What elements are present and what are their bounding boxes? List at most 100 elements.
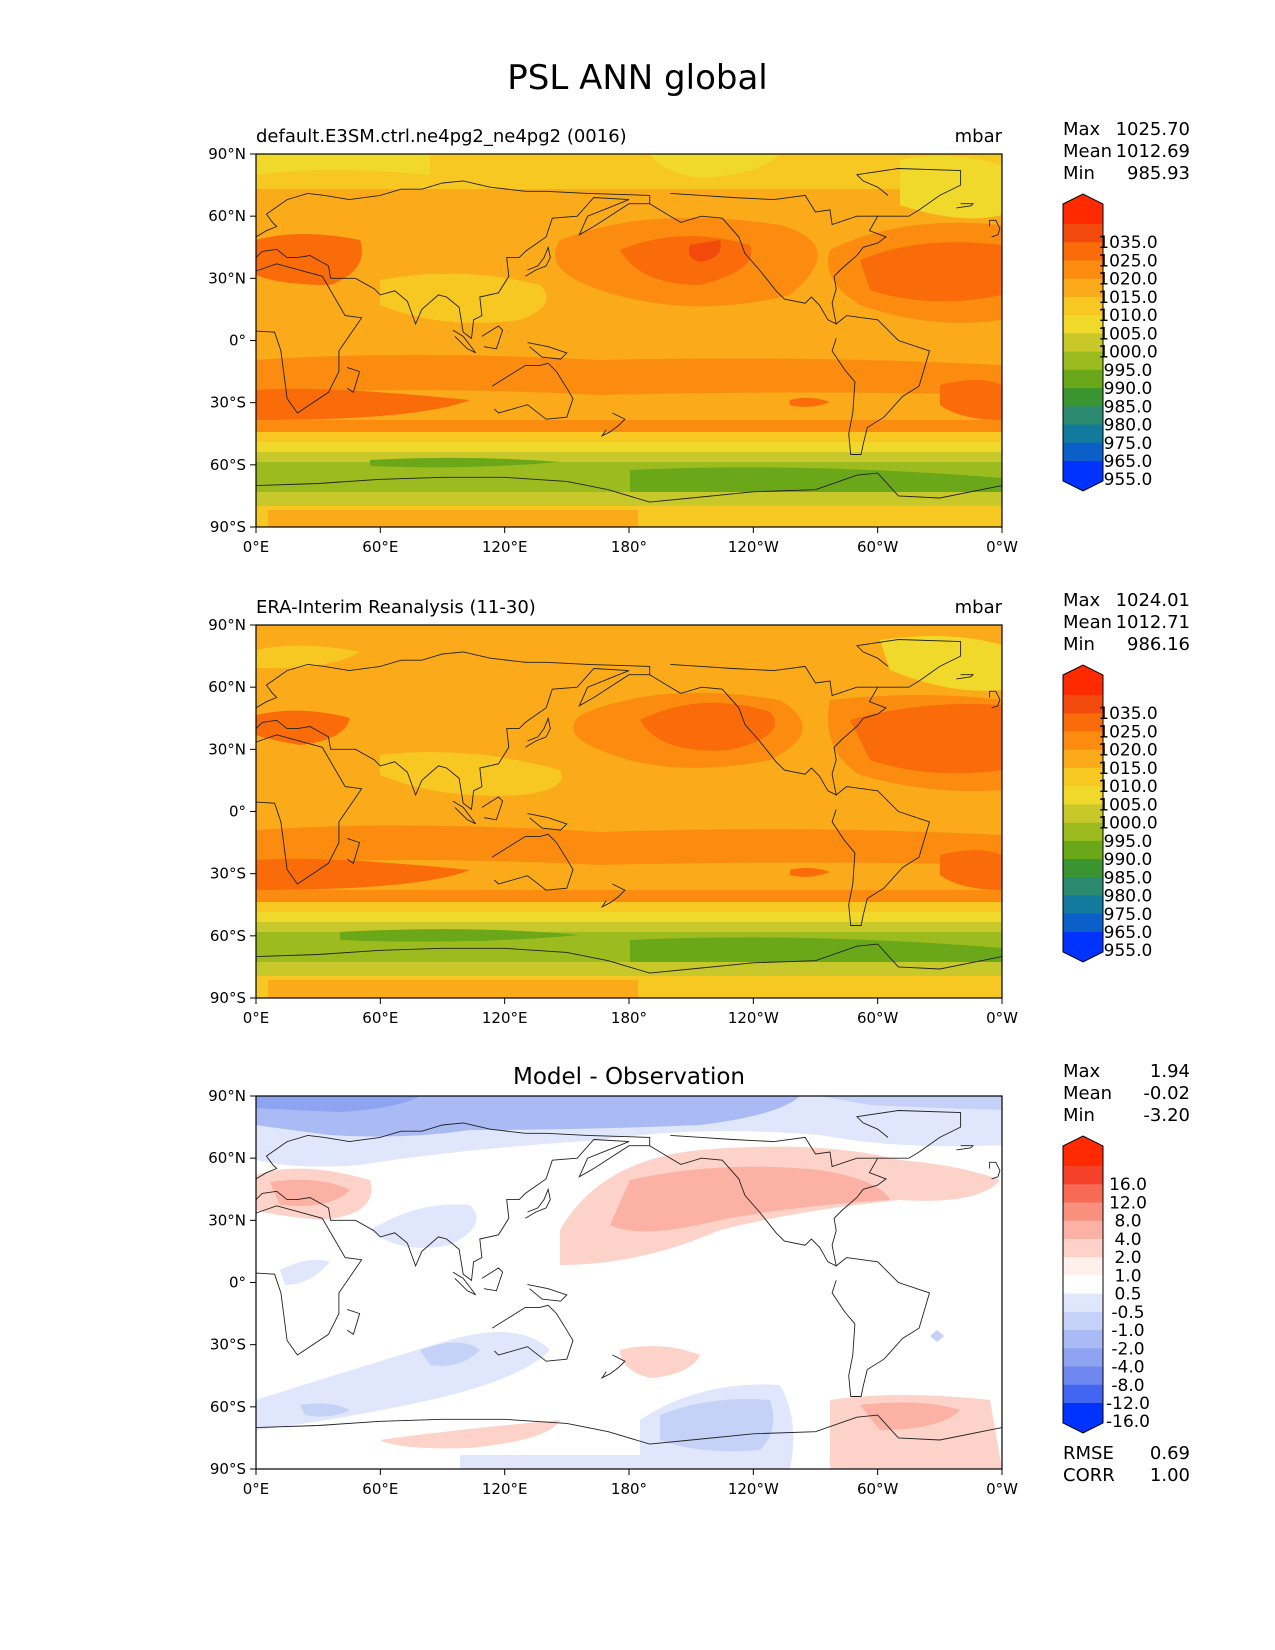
x-tick-label: 0°W — [986, 1009, 1018, 1027]
coastline-11 — [481, 325, 504, 350]
colorbar-label: 975.0 — [1104, 434, 1153, 454]
stat-label: Max — [1063, 1061, 1101, 1082]
colorbar-label: 1015.0 — [1098, 759, 1157, 779]
colorbar-swatch — [1063, 369, 1103, 389]
colorbar-swatch — [1063, 840, 1103, 860]
y-tick-label: 90°N — [208, 616, 246, 634]
colorbar-label: 995.0 — [1104, 832, 1153, 852]
panel-annotations-model: 90°N 60°N 30°N 0° 30°S 60°S 90°S 0°E 60°E 120°E 18… — [208, 119, 1190, 556]
colorbar-label: -1.0 — [1111, 1321, 1144, 1341]
colorbar-extend-min — [1063, 932, 1103, 962]
x-tick-label: 60°W — [857, 538, 899, 556]
y-tick-label: 30°N — [208, 1211, 246, 1229]
stat-label: CORR — [1063, 1465, 1115, 1486]
y-tick-label: 0° — [229, 803, 246, 821]
colorbar-label: 985.0 — [1104, 397, 1153, 417]
colorbar-swatch — [1063, 388, 1103, 407]
colorbar-label: 1020.0 — [1098, 270, 1157, 290]
coastline-5 — [855, 639, 962, 688]
colorbar-label: 1020.0 — [1098, 741, 1157, 761]
colorbar-label: 965.0 — [1104, 452, 1153, 472]
colorbar-swatch — [1063, 1330, 1103, 1349]
x-tick-label: 120°E — [482, 538, 528, 556]
x-tick-label: 60°W — [857, 1480, 899, 1498]
coastline-13 — [527, 342, 568, 360]
colorbar-label: 1005.0 — [1098, 324, 1157, 344]
x-tick-label: 0°E — [243, 1009, 270, 1027]
coastline-8 — [346, 837, 361, 865]
diff-coastlines — [256, 1110, 1002, 1445]
colorbar-outline — [1062, 664, 1104, 963]
x-tick-label: 60°E — [362, 1009, 398, 1027]
stat-label: Min — [1063, 1105, 1095, 1126]
stat-label: Mean — [1063, 612, 1112, 633]
coastline-14 — [956, 1145, 975, 1151]
colorbar-label: 985.0 — [1104, 868, 1153, 888]
colorbar-swatch — [1063, 224, 1103, 243]
colorbar-label: -0.5 — [1111, 1303, 1144, 1323]
colorbar-label: 1025.0 — [1098, 722, 1157, 742]
coastline-9 — [989, 690, 1001, 709]
colorbar-label: 1035.0 — [1098, 704, 1157, 724]
stat-value: 1.00 — [1150, 1465, 1190, 1486]
x-tick-label: 120°E — [482, 1480, 528, 1498]
colorbar-swatch — [1063, 877, 1103, 897]
coastline-2 — [649, 663, 887, 796]
stat-value: 986.16 — [1127, 634, 1190, 655]
x-tick-label: 120°E — [482, 1009, 528, 1027]
x-tick-label: 60°E — [362, 538, 398, 556]
y-tick-label: 60°S — [210, 927, 246, 945]
stat-value: 0.69 — [1150, 1443, 1190, 1464]
colorbar-swatch — [1063, 406, 1103, 426]
colorbar-swatch — [1063, 424, 1103, 444]
colorbar-swatch — [1063, 767, 1103, 787]
colorbar-label: 990.0 — [1104, 850, 1153, 870]
colorbar-swatch — [1063, 1184, 1103, 1203]
coastline-8 — [346, 1308, 361, 1336]
coastline-6 — [256, 943, 1002, 974]
colorbar-label: 955.0 — [1104, 941, 1153, 961]
panel-diff — [255, 1095, 1003, 1470]
colorbar-swatch — [1063, 895, 1103, 915]
colorbar-swatch — [1063, 713, 1103, 732]
x-tick-label: 120°W — [728, 1480, 779, 1498]
coastline-12 — [452, 329, 477, 354]
coastline-2 — [649, 1134, 887, 1267]
coastline-1 — [256, 651, 651, 811]
y-tick-label: 30°N — [208, 269, 246, 287]
model-field-map — [256, 154, 1002, 527]
panel-title: default.E3SM.ctrl.ne4pg2_ne4pg2 (0016) — [256, 126, 627, 147]
coastline-4 — [491, 1304, 574, 1362]
stat-value: 1012.71 — [1116, 612, 1190, 633]
colorbar-swatch — [1063, 913, 1103, 933]
coastline-10 — [600, 1354, 626, 1379]
colorbar-label: 12.0 — [1109, 1193, 1147, 1213]
colorbar-swatch — [1063, 260, 1103, 280]
colorbar-label: 1000.0 — [1098, 343, 1157, 363]
coastline-4 — [491, 362, 574, 420]
y-tick-label: 60°N — [208, 207, 246, 225]
stat-value: -0.02 — [1143, 1083, 1190, 1104]
units-label: mbar — [955, 126, 1003, 147]
units-label: mbar — [955, 597, 1003, 618]
y-tick-label: 30°S — [210, 1336, 246, 1354]
colorbar-label: 980.0 — [1104, 416, 1153, 436]
colorbar-swatch — [1063, 1311, 1103, 1331]
colorbar-swatch — [1063, 296, 1103, 316]
y-tick-label: 90°N — [208, 145, 246, 163]
x-tick-label: 180° — [611, 1009, 647, 1027]
coastline-8 — [346, 366, 361, 394]
y-tick-label: 60°N — [208, 678, 246, 696]
colorbar-swatch — [1063, 859, 1103, 878]
stat-label: Mean — [1063, 1083, 1112, 1104]
colorbar-label: 990.0 — [1104, 379, 1153, 399]
coastline-1 — [256, 180, 651, 340]
coastline-3 — [831, 786, 931, 926]
figure-title: PSL ANN global — [507, 58, 768, 98]
coastline-7 — [525, 716, 551, 748]
colorbar-swatch — [1063, 804, 1103, 824]
stat-label: Max — [1063, 590, 1101, 611]
colorbar-swatch — [1063, 1166, 1103, 1185]
colorbar-label: -2.0 — [1111, 1339, 1144, 1359]
